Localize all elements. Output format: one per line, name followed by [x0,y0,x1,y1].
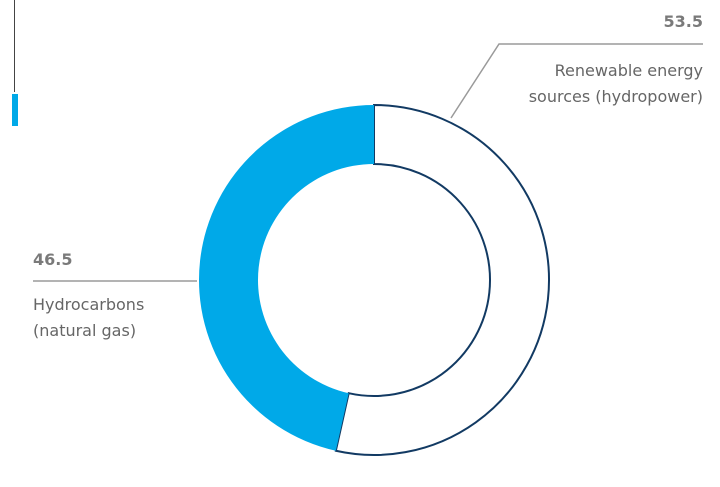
category-label-renewable-line2: sources (hydropower) [529,87,703,106]
value-label-hydrocarbons: 46.5 [33,250,72,269]
leader-line-renewable [450,43,703,119]
category-label-hydrocarbons-line2: (natural gas) [33,321,136,340]
value-label-renewable: 53.5 [664,12,703,31]
slice-renewable [334,103,550,456]
side-marker-bar [12,94,18,126]
slices-layer [198,103,550,456]
slice-hydrocarbons [198,104,374,451]
category-label-hydrocarbons-line1: Hydrocarbons [33,295,144,314]
category-label-renewable-line1: Renewable energy [555,61,703,80]
